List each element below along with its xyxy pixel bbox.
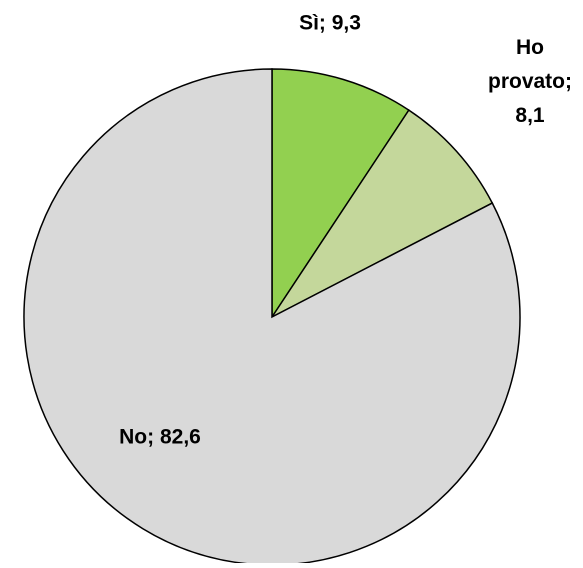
pie-slice	[269, 109, 494, 319]
pie-slice	[271, 68, 410, 320]
data-label-line: provato;	[488, 70, 572, 93]
data-label: No; 82,6	[119, 426, 201, 449]
data-label-line: 8,1	[515, 104, 545, 127]
data-label: Ho provato; 8,1	[488, 36, 572, 127]
data-label-line: Ho	[516, 36, 544, 59]
pie-slice	[23, 68, 521, 566]
data-label: Sì; 9,3	[299, 12, 361, 35]
